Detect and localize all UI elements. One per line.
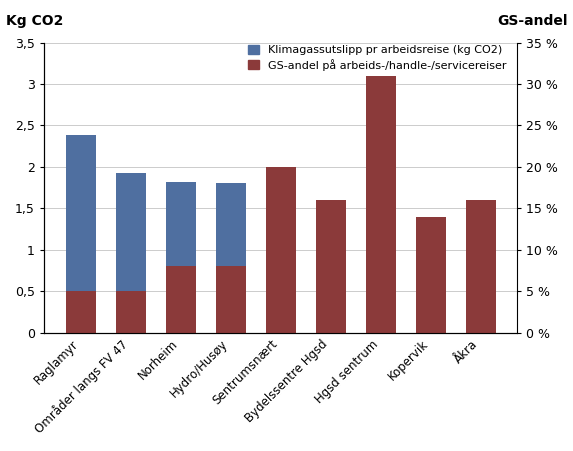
Bar xyxy=(215,266,246,332)
Bar xyxy=(316,216,346,332)
Bar xyxy=(265,167,296,332)
Bar xyxy=(116,291,146,332)
Bar xyxy=(265,193,296,332)
Bar xyxy=(215,184,246,332)
Bar xyxy=(415,221,446,332)
Bar xyxy=(166,266,195,332)
Bar xyxy=(316,200,346,332)
Text: Kg CO2: Kg CO2 xyxy=(6,14,63,28)
Bar xyxy=(466,223,496,332)
Text: GS-andel: GS-andel xyxy=(497,14,567,28)
Bar xyxy=(415,216,446,332)
Bar xyxy=(366,221,395,332)
Bar xyxy=(65,291,96,332)
Bar xyxy=(466,200,496,332)
Bar xyxy=(166,182,195,332)
Bar xyxy=(65,135,96,332)
Bar xyxy=(366,76,395,332)
Legend: Klimagassutslipp pr arbeidsreise (kg CO2), GS-andel på arbeids-/handle-/servicer: Klimagassutslipp pr arbeidsreise (kg CO2… xyxy=(248,45,507,70)
Bar xyxy=(116,173,146,332)
